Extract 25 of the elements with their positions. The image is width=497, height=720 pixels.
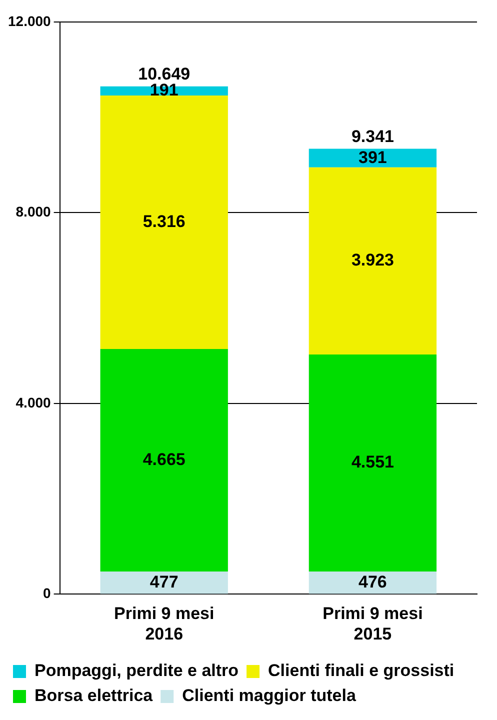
data-label: 4.551: [351, 452, 394, 472]
data-label: 4.665: [142, 450, 186, 469]
bar: [100, 349, 228, 572]
total-label: 9.341: [351, 126, 394, 146]
bar: [308, 167, 437, 354]
data-label: 476: [358, 572, 387, 592]
y-tick-label: 12.000: [8, 12, 52, 29]
x-tick-label: Primi 9 mesi 2016: [114, 604, 214, 644]
bar: [100, 96, 228, 350]
bar: [308, 572, 437, 594]
data-label: 477: [150, 572, 178, 592]
x-tick-label: Primi 9 mesi 2015: [322, 604, 423, 644]
data-label: 391: [358, 148, 387, 167]
bar: [100, 571, 228, 594]
data-label: 5.316: [142, 212, 186, 231]
y-tick-label: 4.000: [16, 394, 52, 410]
legend-label: Clienti maggior tutela: [182, 686, 356, 706]
legend-label: Clienti finali e grossisti: [268, 661, 454, 680]
legend-label: Pompaggi, perdite e altro: [34, 661, 239, 680]
legend-label: Borsa elettrica: [34, 686, 154, 706]
y-tick-label: 0: [43, 585, 52, 602]
bar: [308, 148, 437, 168]
data-label: 3.923: [351, 250, 394, 270]
bar: [308, 354, 437, 572]
y-tick-label: 8.000: [16, 204, 52, 220]
